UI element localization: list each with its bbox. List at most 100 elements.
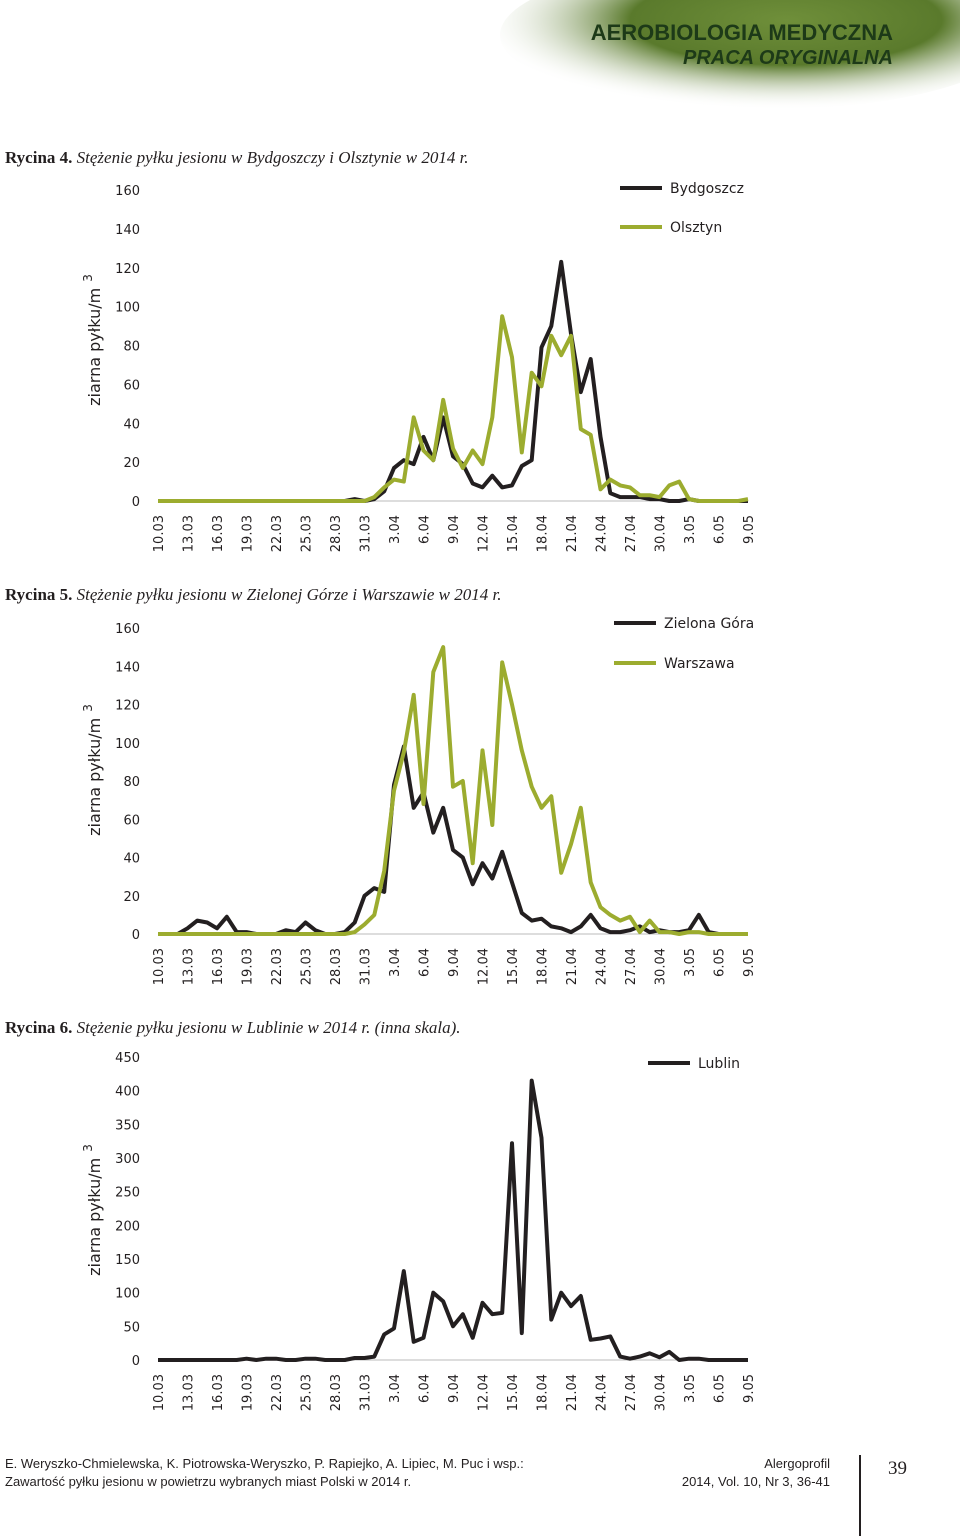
x-tick-label: 27.04 <box>624 1374 639 1411</box>
footer-authors: E. Weryszko-Chmielewska, K. Piotrowska-W… <box>5 1456 524 1471</box>
x-tick-label: 9.05 <box>742 1374 757 1403</box>
legend-label: Lublin <box>698 1056 740 1072</box>
x-tick-label: 3.05 <box>683 1374 698 1403</box>
x-tick-label: 9.04 <box>447 948 462 977</box>
x-tick-label: 10.03 <box>152 1374 167 1411</box>
x-tick-label: 15.04 <box>506 948 521 985</box>
y-tick-label: 20 <box>123 890 140 905</box>
footer-issue: 2014, Vol. 10, Nr 3, 36-41 <box>682 1474 830 1489</box>
x-tick-label: 9.05 <box>742 948 757 977</box>
y-tick-label: 200 <box>115 1219 140 1234</box>
figure-caption: Rycina 5. Stężenie pyłku jesionu w Zielo… <box>5 585 501 604</box>
x-tick-label: 31.03 <box>359 515 374 552</box>
header-title: AEROBIOLOGIA MEDYCZNA <box>591 20 893 45</box>
header-background <box>500 0 960 110</box>
x-tick-label: 19.03 <box>241 1374 256 1411</box>
y-tick-label: 80 <box>123 340 140 355</box>
x-tick-label: 6.04 <box>418 515 433 544</box>
caption-text: Stężenie pyłku jesionu w Lublinie w 2014… <box>77 1018 461 1037</box>
x-tick-label: 16.03 <box>211 1374 226 1411</box>
y-tick-label: 450 <box>115 1051 140 1066</box>
y-tick-label: 60 <box>123 813 140 828</box>
figure-caption: Rycina 6. Stężenie pyłku jesionu w Lubli… <box>5 1018 461 1037</box>
x-tick-label: 18.04 <box>536 948 551 985</box>
x-tick-label: 24.04 <box>595 515 610 552</box>
x-tick-label: 3.04 <box>388 948 403 977</box>
legend-label: Warszawa <box>664 656 735 672</box>
x-tick-label: 22.03 <box>270 1374 285 1411</box>
y-tick-label: 160 <box>115 622 140 637</box>
x-tick-label: 3.05 <box>683 948 698 977</box>
caption-label: Rycina 4. <box>5 148 72 167</box>
y-axis-label: ziarna pyłku/m 3 <box>81 704 104 836</box>
data-line <box>158 314 749 503</box>
y-tick-label: 160 <box>115 184 140 199</box>
y-tick-label: 100 <box>115 1287 140 1302</box>
y-axis-label: ziarna pyłku/m 3 <box>81 274 104 406</box>
y-tick-label: 0 <box>132 1354 140 1369</box>
caption-label: Rycina 5. <box>5 585 72 604</box>
x-tick-label: 25.03 <box>300 948 315 985</box>
data-line <box>158 259 748 503</box>
figure: Rycina 5. Stężenie pyłku jesionu w Zielo… <box>5 585 757 985</box>
x-tick-label: 9.04 <box>447 515 462 544</box>
x-tick-label: 13.03 <box>182 1374 197 1411</box>
caption-text: Stężenie pyłku jesionu w Bydgoszczy i Ol… <box>77 148 469 167</box>
y-axis-label-text: ziarna pyłku/m <box>85 1158 104 1276</box>
legend-label: Bydgoszcz <box>670 181 744 197</box>
x-tick-label: 21.04 <box>565 1374 580 1411</box>
y-tick-label: 60 <box>123 378 140 393</box>
footer-journal: Alergoprofil <box>764 1456 830 1471</box>
x-tick-label: 21.04 <box>565 948 580 985</box>
x-tick-label: 12.04 <box>477 948 492 985</box>
data-line <box>158 1078 748 1362</box>
x-tick-label: 28.03 <box>329 515 344 552</box>
caption-text: Stężenie pyłku jesionu w Zielonej Górze … <box>77 585 502 604</box>
x-tick-label: 12.04 <box>477 515 492 552</box>
data-line <box>158 645 748 936</box>
x-tick-label: 22.03 <box>270 948 285 985</box>
figure: Rycina 4. Stężenie pyłku jesionu w Bydgo… <box>5 148 757 552</box>
x-tick-label: 6.04 <box>418 1374 433 1403</box>
header-subtitle: PRACA ORYGINALNA <box>683 47 893 69</box>
x-tick-label: 3.05 <box>683 515 698 544</box>
y-tick-label: 140 <box>115 223 140 238</box>
y-tick-label: 400 <box>115 1085 140 1100</box>
x-tick-label: 9.04 <box>447 1374 462 1403</box>
y-axis-label-exponent: 3 <box>81 704 95 712</box>
x-tick-label: 15.04 <box>506 515 521 552</box>
legend-label: Zielona Góra <box>664 616 754 632</box>
x-tick-label: 28.03 <box>329 948 344 985</box>
x-tick-label: 10.03 <box>152 515 167 552</box>
x-tick-label: 22.03 <box>270 515 285 552</box>
x-tick-label: 30.04 <box>654 515 669 552</box>
y-axis-label-exponent: 3 <box>81 1144 95 1152</box>
footer-article: Zawartość pyłku jesionu w powietrzu wybr… <box>5 1474 411 1489</box>
caption-label: Rycina 6. <box>5 1018 72 1037</box>
x-tick-label: 31.03 <box>359 1374 374 1411</box>
x-tick-label: 27.04 <box>624 515 639 552</box>
y-tick-label: 40 <box>123 417 140 432</box>
x-tick-label: 6.05 <box>713 948 728 977</box>
x-tick-label: 12.04 <box>477 1374 492 1411</box>
x-tick-label: 24.04 <box>595 948 610 985</box>
y-tick-label: 0 <box>132 495 140 510</box>
x-tick-label: 16.03 <box>211 948 226 985</box>
y-tick-label: 100 <box>115 301 140 316</box>
x-tick-label: 25.03 <box>300 515 315 552</box>
y-axis-label: ziarna pyłku/m 3 <box>81 1144 104 1276</box>
y-tick-label: 20 <box>123 456 140 471</box>
x-tick-label: 13.03 <box>182 515 197 552</box>
figure: Rycina 6. Stężenie pyłku jesionu w Lubli… <box>5 1018 757 1411</box>
x-tick-label: 30.04 <box>654 1374 669 1411</box>
y-axis-label-text: ziarna pyłku/m <box>85 718 104 836</box>
x-tick-label: 6.05 <box>713 515 728 544</box>
x-tick-label: 6.05 <box>713 1374 728 1403</box>
legend-label: Olsztyn <box>670 220 722 236</box>
x-tick-label: 28.03 <box>329 1374 344 1411</box>
x-tick-label: 24.04 <box>595 1374 610 1411</box>
figures: Rycina 4. Stężenie pyłku jesionu w Bydgo… <box>5 148 757 1411</box>
y-tick-label: 0 <box>132 928 140 943</box>
